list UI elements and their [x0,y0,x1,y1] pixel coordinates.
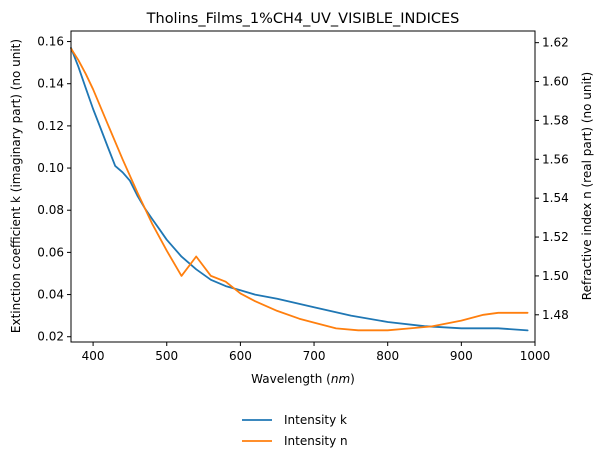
series-layer [70,47,529,332]
y-right-tick-label: 1.54 [542,191,569,205]
y-right-tick-label: 1.62 [542,36,569,50]
legend: Intensity k Intensity n [242,413,348,448]
plot-frame [70,30,536,343]
y-left-tick-label: 0.16 [37,35,64,49]
y-axis-left-label: Extinction coefficient k (imaginary part… [9,39,23,333]
x-axis-label: Wavelength (nm) [251,372,355,386]
legend-label-n: Intensity n [284,434,348,448]
y-axis-left: 0.02 0.04 0.06 0.08 0.10 0.12 0.14 0.16 [37,35,71,344]
y-right-tick-label: 1.48 [542,308,569,322]
y-right-tick-label: 1.50 [542,269,569,283]
y-left-tick-label: 0.04 [37,288,64,302]
x-tick-label: 1000 [520,349,551,363]
x-tick-label: 900 [450,349,473,363]
y-left-tick-label: 0.10 [37,161,64,175]
y-left-tick-label: 0.02 [37,330,64,344]
legend-label-k: Intensity k [284,413,347,427]
y-left-tick-label: 0.06 [37,245,64,259]
x-tick-label: 400 [82,349,105,363]
series-line-1 [70,47,529,332]
y-left-tick-label: 0.12 [37,119,64,133]
y-right-tick-label: 1.52 [542,230,569,244]
y-left-tick-label: 0.14 [37,77,64,91]
x-tick-label: 500 [155,349,178,363]
x-tick-label: 800 [376,349,399,363]
series-line-0 [70,47,529,332]
y-right-tick-label: 1.56 [542,152,569,166]
y-axis-right-label: Refractive index n (real part) (no unit) [580,72,594,300]
chart-title: Tholins_Films_1%CH4_UV_VISIBLE_INDICES [146,11,460,27]
x-tick-label: 700 [303,349,326,363]
x-axis: 400 500 600 700 800 900 1000 [82,342,551,363]
y-right-tick-label: 1.60 [542,75,569,89]
y-axis-right: 1.48 1.50 1.52 1.54 1.56 1.58 1.60 1.62 [535,36,569,322]
y-right-tick-label: 1.58 [542,113,569,127]
x-tick-label: 600 [229,349,252,363]
y-left-tick-label: 0.08 [37,203,64,217]
